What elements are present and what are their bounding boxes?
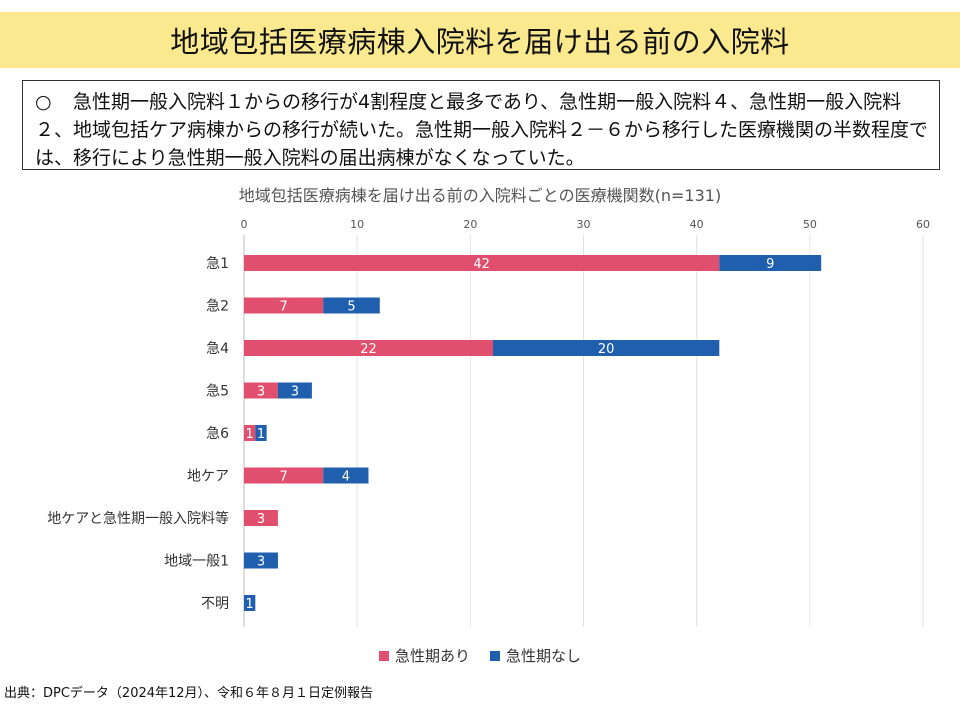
data-label: 3	[257, 385, 265, 400]
legend-item-without-acute: 急性期なし	[490, 645, 581, 666]
page-title: 地域包括医療病棟入院料を届け出る前の入院料	[170, 25, 790, 59]
bar-segment	[323, 297, 380, 314]
x-tick-label: 30	[577, 218, 591, 231]
category-label: 急1	[206, 256, 229, 272]
bar-segment	[244, 255, 720, 271]
bar-segment	[244, 595, 256, 611]
chart-legend: 急性期あり 急性期なし	[0, 645, 960, 666]
x-tick-label: 50	[803, 218, 817, 231]
summary-box: ○ 急性期一般入院料１からの移行が4割程度と最多であり、急性期一般入院料４、急性期…	[22, 80, 940, 170]
category-label: 地ケアと急性期一般入院料等	[47, 510, 229, 527]
data-label: 7	[279, 300, 287, 315]
x-tick-label: 60	[916, 218, 930, 231]
x-tick-label: 20	[463, 218, 477, 231]
category-label: 急2	[206, 299, 229, 315]
data-label: 42	[473, 257, 490, 272]
data-label: 5	[347, 300, 355, 315]
data-label: 1	[257, 427, 265, 442]
data-label: 22	[360, 342, 377, 357]
category-label: 急4	[206, 341, 229, 357]
legend-swatch-with-acute	[378, 650, 389, 661]
data-label: 3	[257, 512, 265, 527]
summary-text: 急性期一般入院料１からの移行が4割程度と最多であり、急性期一般入院料４、急性期一…	[35, 91, 929, 169]
bar-segment	[492, 340, 720, 356]
bar-segment	[244, 510, 278, 526]
data-label: 3	[291, 385, 299, 400]
data-label: 1	[246, 597, 254, 612]
bar-segment	[244, 382, 278, 399]
source-note: 出典：DPCデータ（2024年12月）、令和６年８月１日定例報告	[4, 686, 374, 701]
category-label: 急5	[206, 384, 229, 400]
x-tick-label: 0	[241, 218, 248, 231]
chart-title: 地域包括医療病棟を届け出る前の入院料ごとの医療機関数(n=131)	[238, 186, 722, 205]
bar-segment	[719, 255, 822, 271]
data-label: 9	[766, 257, 774, 272]
x-tick-label: 10	[350, 218, 364, 231]
legend-label-with-acute: 急性期あり	[394, 647, 470, 665]
data-label: 1	[246, 427, 254, 442]
category-label: 地ケア	[187, 469, 229, 485]
legend-label-without-acute: 急性期なし	[506, 647, 582, 665]
title-bar: 地域包括医療病棟入院料を届け出る前の入院料	[0, 12, 960, 68]
data-label: 3	[257, 555, 265, 570]
bar-segment	[244, 552, 278, 569]
category-label: 不明	[201, 596, 229, 612]
data-label: 20	[598, 342, 615, 357]
bar-segment	[244, 297, 324, 314]
bar-segment	[244, 425, 256, 441]
bar-segment	[277, 382, 312, 399]
summary-bullet: ○	[35, 91, 52, 113]
category-label: 急6	[206, 426, 229, 442]
legend-swatch-without-acute	[490, 650, 500, 661]
category-label: 地域一般1	[164, 554, 229, 570]
bar-segment	[244, 340, 493, 356]
legend-item-with-acute: 急性期あり	[378, 645, 470, 666]
data-label: 7	[279, 470, 287, 485]
data-label: 4	[342, 470, 350, 485]
bar-segment	[323, 467, 369, 484]
bar-segment	[244, 467, 324, 484]
bar-segment	[255, 425, 267, 441]
x-tick-label: 40	[690, 218, 704, 231]
